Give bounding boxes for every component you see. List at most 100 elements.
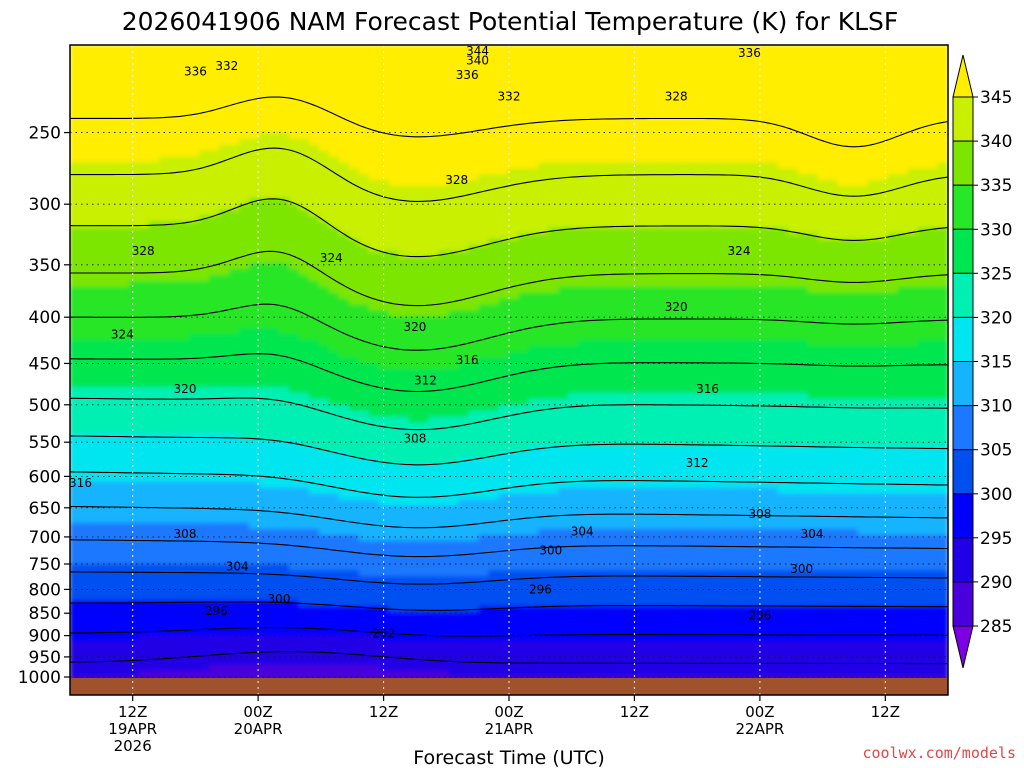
band-cell [478,328,490,336]
band-cell [179,588,191,596]
band-cell [308,251,321,259]
band-cell [468,257,480,265]
band-cell [418,611,430,619]
band-cell [338,339,350,347]
band-cell [338,398,350,406]
band-cell [388,664,400,672]
band-cell [219,56,231,64]
band-cell [448,115,460,123]
band-cell [298,121,311,129]
band-cell [199,523,211,531]
band-cell [458,487,470,495]
band-cell [149,68,161,76]
band-cell [268,605,281,613]
band-cell [468,280,480,288]
band-cell [249,410,261,418]
band-cell [398,316,410,324]
band-cell [79,363,91,371]
band-cell [89,103,101,111]
band-cell [199,416,211,424]
band-cell [428,440,440,448]
band-cell [89,156,101,164]
band-cell [338,635,350,643]
band-cell [249,156,261,164]
band-cell [229,121,241,129]
band-cell [249,653,261,661]
band-cell [79,263,91,271]
band-cell [448,387,460,395]
band-cell [438,493,450,501]
band-cell [408,611,420,619]
band-cell [119,375,131,383]
band-cell [468,168,480,176]
band-cell [229,168,241,176]
band-cell [428,463,440,471]
band-cell [328,227,340,235]
band-cell [99,653,111,661]
band-cell [268,304,281,312]
band-cell [468,263,480,271]
band-cell [199,528,211,536]
band-cell [268,227,281,235]
band-cell [119,351,131,359]
band-cell [149,333,161,341]
band-cell [268,233,281,241]
band-cell [518,62,530,70]
band-cell [249,180,261,188]
band-cell [278,115,291,123]
band-cell [159,511,171,519]
band-cell [139,576,151,584]
band-cell [418,345,430,353]
band-cell [508,481,520,489]
band-cell [468,564,480,572]
band-cell [179,97,191,105]
band-cell [428,85,440,93]
band-cell [169,463,181,471]
band-cell [478,203,490,211]
band-cell [79,458,91,466]
band-cell [209,97,221,105]
band-cell [408,174,420,182]
band-cell [508,180,520,188]
band-cell [468,45,480,52]
band-cell [478,428,490,436]
band-cell [438,588,450,596]
band-cell [298,664,311,672]
band-cell [498,268,510,276]
band-cell [348,127,360,135]
band-cell [99,316,111,324]
band-cell [278,150,291,158]
band-cell [89,310,101,318]
band-cell [418,45,430,52]
band-cell [209,227,221,235]
band-cell [388,85,400,93]
band-cell [418,263,430,271]
band-cell [448,328,460,336]
band-cell [70,469,81,477]
band-cell [498,664,510,672]
band-cell [268,91,281,99]
band-cell [348,144,360,152]
band-cell [268,316,281,324]
band-cell [368,599,380,607]
band-cell [368,463,380,471]
band-cell [338,73,350,81]
band-cell [109,239,121,247]
band-cell [408,144,420,152]
band-cell [498,404,510,412]
band-cell [99,263,111,271]
band-cell [70,363,81,371]
band-cell [199,274,211,282]
band-cell [488,127,500,135]
band-cell [229,647,241,655]
band-cell [388,393,400,401]
band-cell [328,85,340,93]
band-cell [368,333,380,341]
band-cell [199,257,211,265]
band-cell [308,198,321,206]
band-cell [99,251,111,259]
band-cell [458,138,470,146]
band-cell [179,446,191,454]
band-cell [259,322,271,330]
